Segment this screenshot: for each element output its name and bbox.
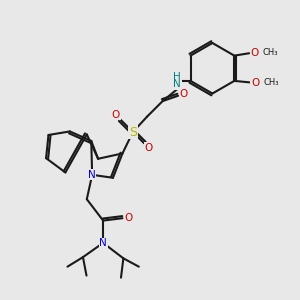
Text: S: S [129, 125, 137, 139]
Text: O: O [250, 48, 259, 58]
Text: N: N [88, 170, 95, 180]
Text: O: O [124, 213, 133, 223]
Text: N: N [173, 80, 181, 89]
Text: CH₃: CH₃ [263, 78, 279, 87]
Text: O: O [251, 78, 259, 88]
Text: H: H [173, 72, 181, 82]
Text: N: N [99, 238, 107, 248]
Text: O: O [145, 143, 153, 153]
Text: O: O [112, 110, 120, 120]
Text: CH₃: CH₃ [262, 48, 278, 57]
Text: O: O [180, 89, 188, 99]
